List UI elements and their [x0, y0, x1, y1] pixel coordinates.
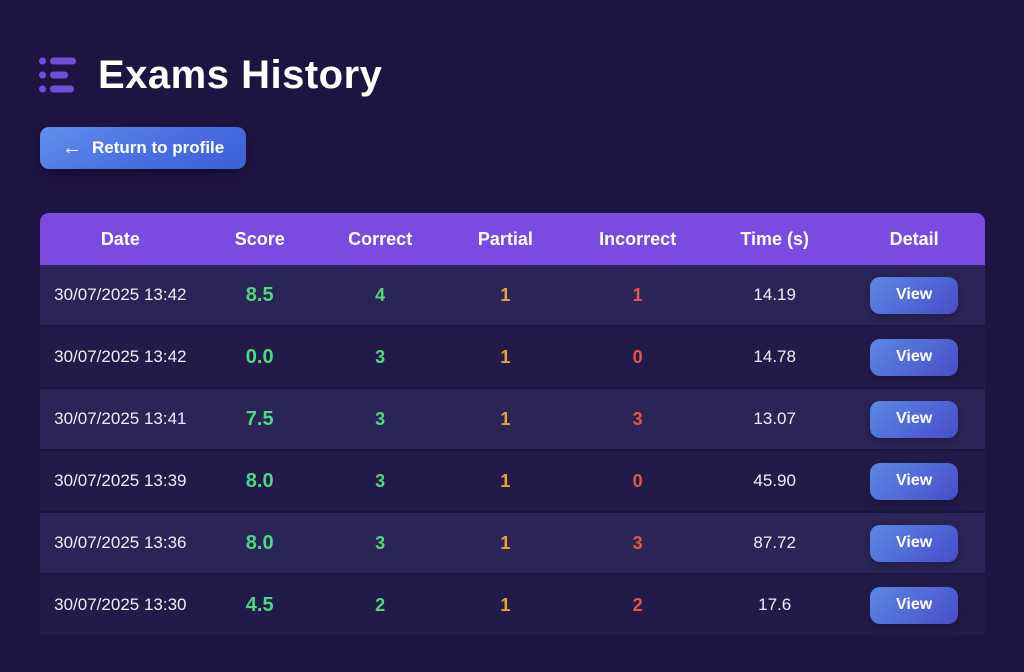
view-button[interactable]: View: [870, 338, 959, 376]
partial-cell: 1: [441, 327, 570, 389]
time-cell: 45.90: [706, 451, 844, 513]
correct-cell: 3: [318, 327, 442, 389]
incorrect-cell: 0: [569, 327, 707, 389]
date-cell: 30/07/2025 13:39: [40, 451, 201, 513]
table-row: 30/07/2025 13:42 8.5 4 1 1 14.19 View: [40, 265, 985, 327]
column-header-incorrect: Incorrect: [569, 213, 707, 265]
table-row: 30/07/2025 13:39 8.0 3 1 0 45.90 View: [40, 451, 985, 513]
view-button[interactable]: View: [870, 462, 959, 500]
incorrect-cell: 3: [569, 389, 707, 451]
partial-cell: 1: [441, 265, 570, 327]
correct-cell: 3: [318, 451, 442, 513]
score-cell: 7.5: [200, 389, 319, 451]
detail-cell: View: [843, 327, 985, 389]
table-row: 30/07/2025 13:42 0.0 3 1 0 14.78 View: [40, 327, 985, 389]
table-row: 30/07/2025 13:36 8.0 3 1 3 87.72 View: [40, 513, 985, 575]
partial-cell: 1: [441, 575, 570, 637]
time-cell: 87.72: [706, 513, 844, 575]
time-cell: 14.19: [706, 265, 844, 327]
correct-cell: 3: [318, 513, 442, 575]
incorrect-cell: 1: [569, 265, 707, 327]
table-row: 30/07/2025 13:41 7.5 3 1 3 13.07 View: [40, 389, 985, 451]
incorrect-cell: 0: [569, 451, 707, 513]
detail-cell: View: [843, 389, 985, 451]
time-cell: 13.07: [706, 389, 844, 451]
view-button[interactable]: View: [870, 276, 959, 314]
view-button[interactable]: View: [870, 586, 959, 624]
score-cell: 0.0: [200, 327, 319, 389]
correct-cell: 3: [318, 389, 442, 451]
score-cell: 8.5: [200, 265, 319, 327]
date-cell: 30/07/2025 13:42: [40, 265, 201, 327]
table-row: 30/07/2025 13:30 4.5 2 1 2 17.6 View: [40, 575, 985, 637]
partial-cell: 1: [441, 389, 570, 451]
score-cell: 4.5: [200, 575, 319, 637]
column-header-time: Time (s): [706, 213, 844, 265]
date-cell: 30/07/2025 13:30: [40, 575, 201, 637]
incorrect-cell: 3: [569, 513, 707, 575]
list-icon: [38, 52, 78, 98]
detail-cell: View: [843, 451, 985, 513]
view-button[interactable]: View: [870, 524, 959, 562]
column-header-score: Score: [200, 213, 319, 265]
detail-cell: View: [843, 575, 985, 637]
score-cell: 8.0: [200, 451, 319, 513]
incorrect-cell: 2: [569, 575, 707, 637]
score-cell: 8.0: [200, 513, 319, 575]
time-cell: 14.78: [706, 327, 844, 389]
time-cell: 17.6: [706, 575, 844, 637]
exams-history-table: Date Score Correct Partial Incorrect Tim…: [40, 213, 985, 637]
partial-cell: 1: [441, 513, 570, 575]
date-cell: 30/07/2025 13:36: [40, 513, 201, 575]
column-header-partial: Partial: [441, 213, 570, 265]
column-header-detail: Detail: [843, 213, 985, 265]
detail-cell: View: [843, 265, 985, 327]
partial-cell: 1: [441, 451, 570, 513]
view-button[interactable]: View: [870, 400, 959, 438]
correct-cell: 2: [318, 575, 442, 637]
return-to-profile-button[interactable]: ← Return to profile: [40, 127, 247, 169]
return-button-label: Return to profile: [92, 138, 225, 157]
page-header: Exams History: [38, 52, 382, 98]
date-cell: 30/07/2025 13:42: [40, 327, 201, 389]
back-arrow-icon: ←: [62, 137, 82, 159]
exams-table-body: 30/07/2025 13:42 8.5 4 1 1 14.19 View 30/07/202…: [40, 265, 985, 637]
date-cell: 30/07/2025 13:41: [40, 389, 201, 451]
page-title: Exams History: [98, 52, 383, 97]
table-header: Date Score Correct Partial Incorrect Tim…: [40, 213, 985, 265]
correct-cell: 4: [318, 265, 442, 327]
column-header-date: Date: [40, 213, 201, 265]
detail-cell: View: [843, 513, 985, 575]
column-header-correct: Correct: [318, 213, 442, 265]
